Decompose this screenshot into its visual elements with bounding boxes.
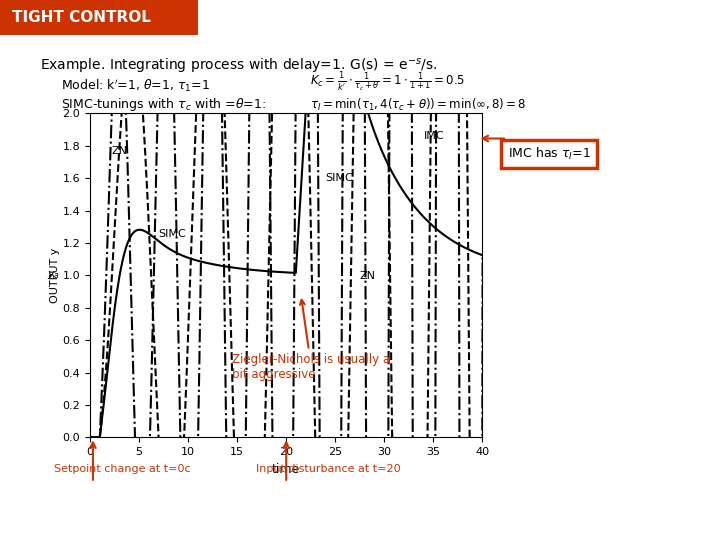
Text: ZN: ZN [112,146,127,156]
X-axis label: time: time [272,463,300,476]
Text: $\tau_I = \min(\tau_1, 4(\tau_c+\theta)) = \min(\infty, 8) = 8$: $\tau_I = \min(\tau_1, 4(\tau_c+\theta))… [310,97,526,113]
Text: ZN: ZN [360,272,376,281]
Text: Ziegler-Nichols is usually a
bit aggressive: Ziegler-Nichols is usually a bit aggress… [233,300,390,381]
Text: Input disturbance at t=20: Input disturbance at t=20 [256,464,400,475]
Text: SIMC: SIMC [325,173,354,184]
Text: SIMC-tunings with $\tau_c$ with =$\theta$=1:: SIMC-tunings with $\tau_c$ with =$\theta… [61,96,266,112]
Text: Setpoint change at t=0c: Setpoint change at t=0c [54,464,191,475]
Text: IMC has $\tau_I$=1: IMC has $\tau_I$=1 [508,146,590,162]
Text: $y_a$: $y_a$ [48,269,60,281]
Y-axis label: OUTPUT y: OUTPUT y [50,248,60,303]
Text: SIMC: SIMC [158,228,186,239]
Text: Example. Integrating process with delay=1. G(s) = e$^{-s}$/s.: Example. Integrating process with delay=… [40,57,437,76]
Text: $K_c = \frac{1}{k^\prime}\cdot\frac{1}{\tau_c+\theta} = 1\cdot\frac{1}{1+1} = 0.: $K_c = \frac{1}{k^\prime}\cdot\frac{1}{\… [310,71,465,94]
Text: IMC: IMC [423,131,444,141]
Text: TIGHT CONTROL: TIGHT CONTROL [12,10,150,25]
Text: Model: k$^\prime$=1, $\theta$=1, $\tau_1$=1: Model: k$^\prime$=1, $\theta$=1, $\tau_1… [61,77,210,94]
